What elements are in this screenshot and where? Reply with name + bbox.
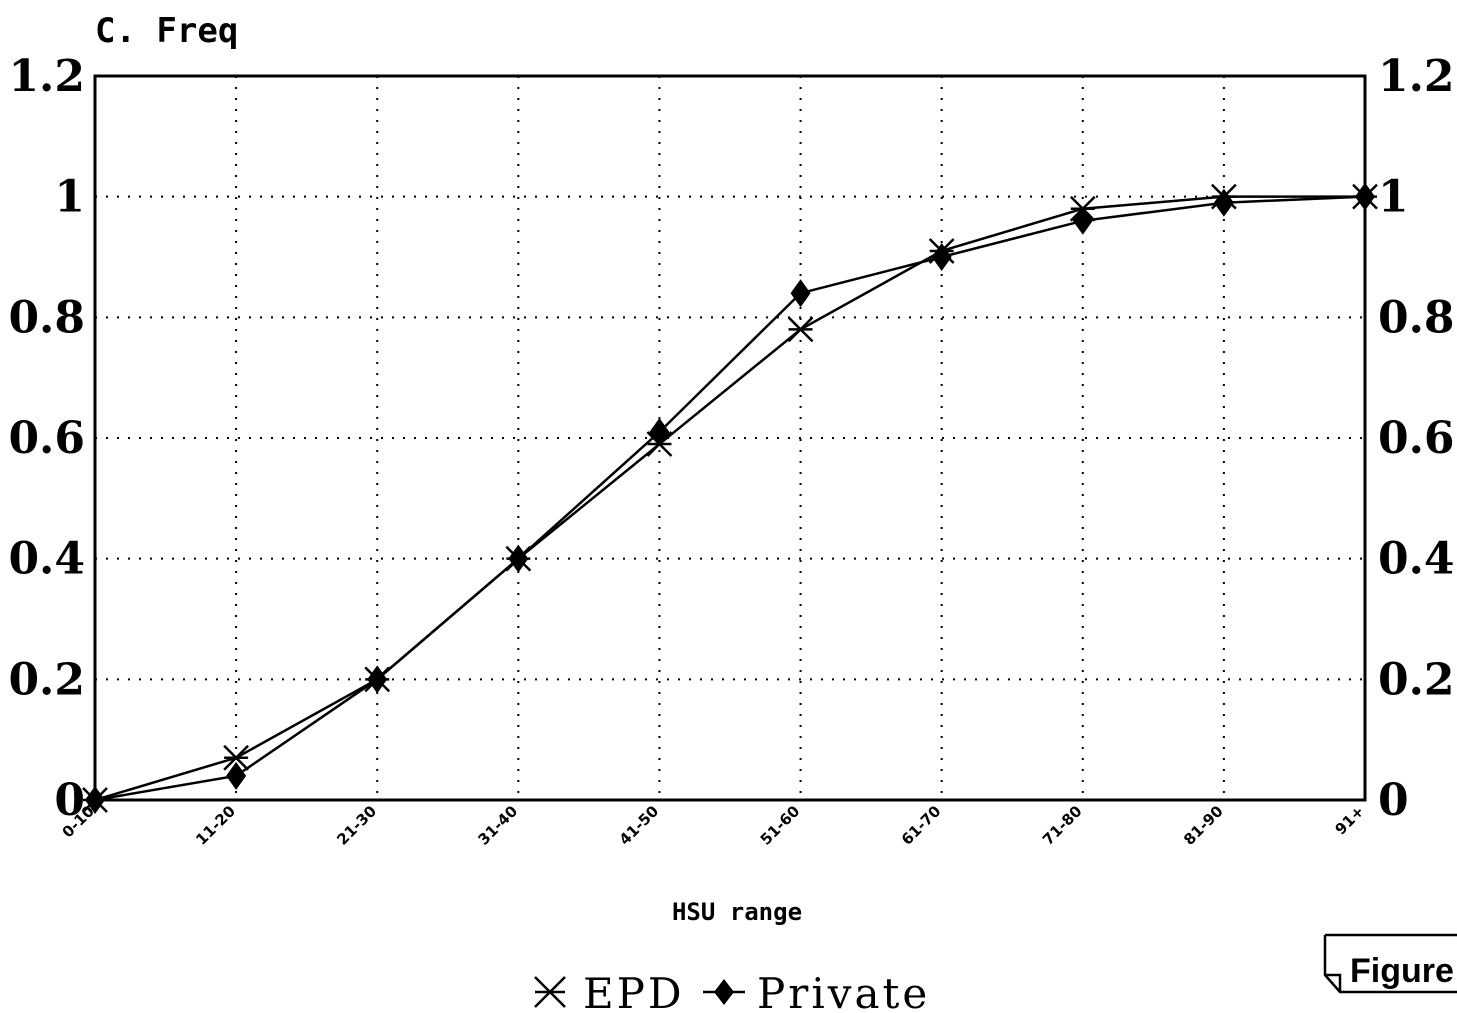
series-lines (82, 182, 1378, 814)
series-line-private (94, 195, 1366, 802)
y-tick-label-left: 0.2 (8, 654, 85, 705)
y-tick-label-left: 1 (54, 172, 85, 223)
y-tick-label-left: 0.6 (8, 413, 85, 464)
data-point-private (508, 544, 529, 573)
data-point-private (790, 279, 811, 308)
y-tick-label-left: 0.4 (8, 534, 85, 585)
x-tick-label: 41-50 (616, 802, 663, 849)
data-point-private (1355, 182, 1375, 211)
legend-marker-private (703, 979, 745, 1005)
y-tick-label-right: 0.8 (1378, 292, 1455, 343)
x-tick-label: 61-70 (898, 802, 945, 849)
x-axis: 0-10 11-20 21-30 31-40 41-50 51-60 61-70 71-80 8… (59, 802, 1368, 849)
data-point-private (649, 417, 670, 446)
data-point-epd (223, 744, 249, 771)
marker-shape (790, 279, 811, 308)
figure-tab-outline (1323, 933, 1457, 994)
x-tick-label: 51-60 (757, 802, 804, 849)
marker-shape (714, 979, 734, 1005)
x-tick-label: 71-80 (1039, 802, 1086, 849)
marker-shape (931, 243, 952, 271)
y-tick-label-right: 0.6 (1378, 413, 1455, 464)
legend-label-private: Private (757, 969, 930, 1013)
y-tick-label-left: 0.8 (8, 292, 85, 343)
y-tick-label-left: 1.2 (8, 51, 85, 102)
data-point-private (1213, 188, 1234, 217)
x-tick-label: 81-90 (1180, 802, 1227, 849)
data-point-private (226, 761, 247, 790)
series-line-epd (94, 195, 1365, 802)
plot-frame (93, 74, 1367, 802)
marker-shape (1213, 188, 1234, 217)
y-axis-left: 0 0.2 0.4 0.6 0.8 1 1.2 (8, 51, 85, 826)
y-tick-label-right: 0.2 (1378, 654, 1455, 705)
grid-lines (95, 76, 1365, 800)
data-point-epd (787, 316, 814, 343)
y-tick-label-left: 0 (54, 775, 85, 826)
marker-shape (649, 417, 670, 446)
x-tick-label: 31-40 (475, 802, 522, 849)
y-tick-label-right: 0 (1378, 775, 1409, 826)
x-tick-label: 21-30 (333, 802, 380, 849)
y-tick-label-right: 1.2 (1378, 51, 1455, 102)
x-tick-label: 11-20 (192, 802, 239, 849)
marker-shape (85, 786, 105, 814)
chart-title: C. Freq (95, 11, 238, 51)
marker-shape (1355, 182, 1375, 211)
y-tick-label-right: 0.4 (1378, 534, 1455, 585)
marker-shape (508, 544, 529, 573)
marker-shape (226, 761, 247, 790)
legend-label-epd: EPD (583, 969, 685, 1013)
figure-tab: Figure (1323, 933, 1457, 994)
x-tick-label: 91+ (1331, 802, 1367, 838)
data-point-private (931, 243, 952, 271)
x-axis-label: HSU range (672, 898, 802, 926)
marker-shape (367, 665, 388, 694)
figure-tab-label: Figure (1350, 952, 1454, 990)
data-point-private (367, 665, 388, 694)
y-axis-right: 0 0.2 0.4 0.6 0.8 1 1.2 (1378, 51, 1455, 826)
legend-marker-epd (534, 976, 566, 1008)
marker-shape (1072, 206, 1093, 235)
data-point-private (1072, 206, 1093, 235)
y-tick-label-right: 1 (1378, 172, 1409, 223)
data-point-private (85, 786, 105, 814)
legend: EPD Private (534, 969, 930, 1013)
